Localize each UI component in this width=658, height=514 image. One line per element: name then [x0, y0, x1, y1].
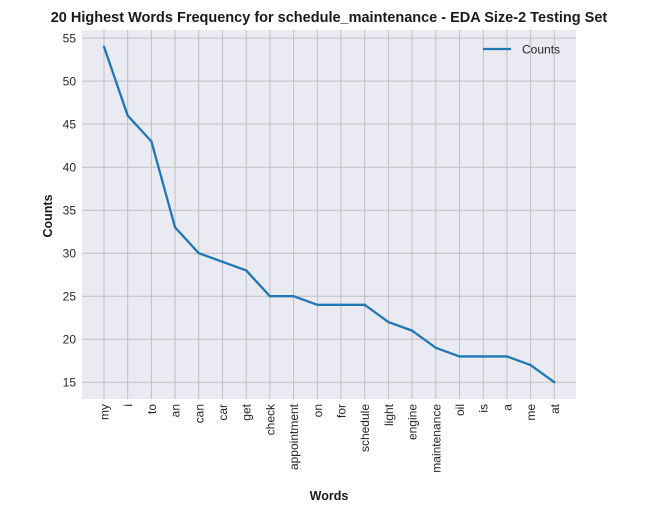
x-tick-label: can [192, 404, 206, 423]
x-tick-label: appointment [287, 403, 301, 470]
data-point-for [339, 303, 343, 307]
data-point-can [197, 252, 200, 255]
data-point-i [126, 114, 129, 117]
x-tick-label: get [240, 403, 254, 420]
data-point-get [245, 269, 248, 272]
data-point-my [102, 45, 106, 48]
data-point-maintenance [434, 346, 437, 350]
x-tick-label: is [477, 404, 491, 413]
data-point-is [482, 355, 485, 358]
y-tick-label: 50 [63, 75, 77, 89]
x-tick-label: at [548, 403, 562, 414]
data-point-engine [410, 329, 414, 332]
x-tick-label: for [335, 404, 349, 418]
x-tick-label: an [169, 404, 183, 417]
data-point-an [173, 226, 177, 229]
y-axis-label: Counts [41, 194, 55, 237]
x-axis-ticks: my i to an can car get check appointment on for sch… [98, 403, 562, 473]
data-point-oil [458, 355, 461, 358]
data-point-light [387, 320, 390, 324]
x-tick-label: me [524, 404, 538, 421]
x-tick-label: maintenance [429, 404, 443, 473]
x-tick-label: car [216, 404, 230, 421]
legend-label: Counts [522, 43, 560, 57]
y-tick-label: 15 [63, 376, 77, 390]
y-axis-ticks: 15 20 25 30 35 40 45 50 55 [63, 32, 77, 390]
y-tick-label: 55 [63, 32, 77, 46]
x-tick-label: engine [406, 404, 420, 440]
y-tick-label: 30 [63, 247, 77, 261]
y-tick-label: 35 [63, 204, 77, 218]
x-tick-label: on [311, 404, 325, 417]
data-point-to [150, 140, 153, 143]
y-tick-label: 25 [63, 290, 77, 304]
chart-title: 20 Highest Words Frequency for schedule_… [51, 10, 608, 26]
data-points [102, 45, 556, 384]
x-tick-label: a [500, 404, 514, 411]
data-point-car [221, 260, 224, 264]
data-point-me [529, 363, 532, 367]
x-tick-label: my [98, 404, 112, 420]
x-tick-label: light [382, 403, 396, 426]
x-tick-label: oil [453, 404, 467, 416]
plot-area [82, 30, 576, 399]
legend: Counts [483, 43, 560, 57]
data-point-appointment [292, 295, 295, 298]
x-tick-label: check [263, 403, 277, 435]
x-tick-label: i [121, 404, 135, 407]
data-point-schedule [363, 303, 366, 307]
data-point-at [553, 381, 556, 384]
x-axis-label: Words [310, 489, 349, 503]
y-tick-label: 20 [63, 333, 77, 347]
series-line-counts [102, 46, 555, 384]
data-point-on [316, 303, 319, 307]
data-point-a [505, 355, 509, 358]
data-point-check [268, 295, 272, 298]
x-tick-label: to [145, 404, 159, 414]
y-tick-label: 45 [63, 118, 77, 132]
x-tick-label: schedule [358, 404, 372, 452]
y-tick-label: 40 [63, 161, 77, 175]
gridlines [82, 30, 576, 399]
